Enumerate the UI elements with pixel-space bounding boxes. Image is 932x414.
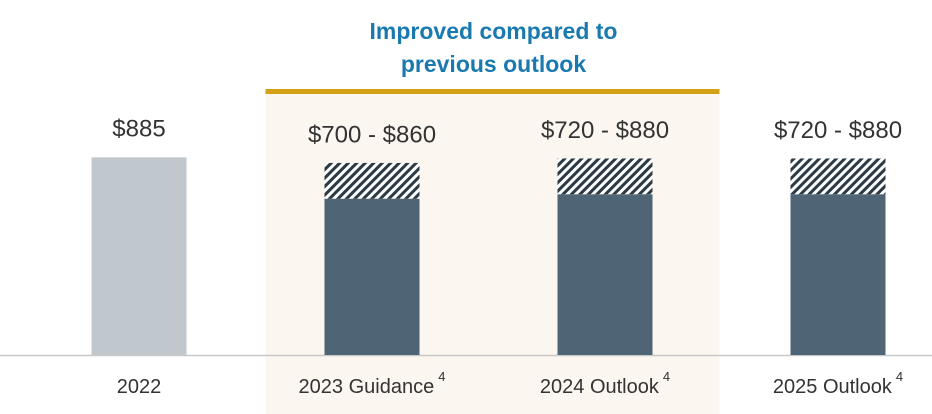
- annotation: previous outlook: [401, 51, 587, 77]
- bar: [91, 157, 187, 355]
- category: 2022: [117, 376, 162, 398]
- bar: [790, 194, 886, 355]
- x-tick-label: 2022: [117, 376, 162, 398]
- value-label: $700 - $860: [308, 121, 436, 148]
- value-label: $885: [112, 116, 165, 143]
- highlight-rule: [265, 89, 720, 94]
- category: 2025 Outlook: [773, 376, 893, 398]
- footnote: 4: [438, 369, 445, 384]
- x-tick-label: 2025 Outlook 4: [773, 369, 903, 398]
- footnote: 4: [896, 369, 903, 384]
- x-tick-label: 2024 Outlook 4: [540, 369, 670, 398]
- range-bar: [790, 158, 886, 195]
- bar: [557, 194, 653, 355]
- range-bar: [557, 158, 653, 195]
- annotation: Improved compared to: [370, 18, 618, 44]
- category: 2023 Guidance: [299, 376, 435, 398]
- footnote: 4: [663, 369, 670, 384]
- category: 2024 Outlook: [540, 376, 660, 398]
- value-label: $720 - $880: [541, 117, 669, 144]
- range-bar: [324, 162, 420, 199]
- value-label: $720 - $880: [774, 117, 902, 144]
- x-tick-label: 2023 Guidance 4: [299, 369, 446, 398]
- bar: [324, 198, 420, 355]
